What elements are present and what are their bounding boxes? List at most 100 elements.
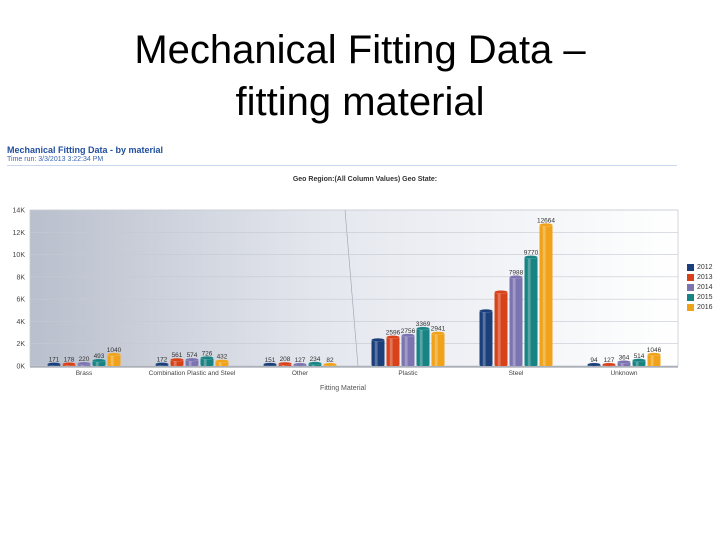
plot-depth-edge (344, 209, 359, 367)
bar-cap (416, 326, 430, 331)
bar (494, 292, 508, 366)
data-label: 2756 (401, 328, 416, 335)
data-label: 726 (202, 350, 213, 357)
bar-highlight (374, 339, 378, 366)
x-tick-label: Combination Plastic and Steel (149, 370, 236, 377)
bar-cap (185, 357, 199, 362)
bar-highlight (512, 276, 516, 366)
data-label: 234 (310, 356, 321, 363)
bar-highlight (110, 354, 114, 366)
report-timestamp: Time run: 3/3/2013 3:22:34 PM (7, 156, 104, 163)
bar-highlight (527, 257, 531, 366)
bar (386, 337, 400, 366)
data-label: 220 (79, 356, 90, 363)
bar-cap (539, 223, 553, 227)
bar-cap (155, 362, 169, 366)
data-label: 171 (49, 357, 60, 364)
bar-highlight (620, 361, 624, 366)
bar-cap (524, 255, 538, 259)
bar-cap (170, 357, 184, 362)
bar-highlight (218, 361, 222, 366)
legend-label: 2014 (697, 283, 713, 291)
plot-background (29, 209, 679, 367)
bar (632, 360, 646, 366)
legend-swatch (687, 273, 694, 281)
legend-label: 2013 (697, 273, 713, 281)
bar-cap (92, 358, 106, 363)
bar-highlight (542, 224, 546, 366)
data-label: 574 (187, 352, 198, 359)
bar-cap (215, 359, 229, 363)
bar-highlight (650, 354, 654, 366)
bar-cap (77, 361, 91, 366)
y-tick-label: 8K (16, 274, 25, 281)
bar-highlight (389, 337, 393, 366)
y-tick-label: 4K (16, 319, 25, 326)
data-label: 127 (295, 357, 306, 364)
legend-swatch (687, 303, 694, 311)
data-label: 208 (280, 356, 291, 363)
bar-highlight (188, 359, 192, 366)
legend-swatch (687, 263, 694, 271)
y-tick-label: 10K (13, 252, 26, 259)
bar (185, 359, 199, 366)
bar-highlight (482, 310, 486, 366)
bar-cap (494, 290, 508, 294)
x-tick-label: Other (292, 370, 309, 377)
report-title: Mechanical Fitting Data - by material (7, 145, 164, 155)
data-label: 1046 (647, 347, 662, 354)
bar-cap (293, 362, 307, 367)
bar-highlight (404, 335, 408, 366)
data-label: 9770 (524, 250, 539, 257)
y-axis: 0K 2K 4K 6K 8K 10K 12K 14K (13, 208, 26, 371)
bar-cap (509, 275, 523, 279)
slide-title-line-2: fitting material (235, 80, 485, 124)
legend-swatch (687, 293, 694, 301)
bar-cap (431, 331, 445, 336)
y-tick-label: 14K (13, 208, 26, 215)
bar-cap (401, 333, 415, 338)
bar (371, 339, 385, 366)
x-axis-title: Fitting Material (320, 385, 366, 392)
data-label: 514 (634, 353, 645, 360)
bar-cap (107, 352, 121, 357)
x-tick-label: Steel (509, 370, 524, 377)
bar (524, 257, 538, 366)
data-label: 2596 (386, 330, 401, 337)
chart-legend: 2012 2013 2014 2015 2016 (687, 262, 713, 312)
bar (416, 328, 430, 366)
x-tick-label: Brass (76, 370, 93, 377)
bar-cap (263, 362, 277, 367)
data-label: 561 (172, 352, 183, 359)
bar-cap (479, 309, 493, 313)
bar-cap (632, 358, 646, 363)
bar (539, 224, 553, 366)
bar-cap (602, 362, 616, 367)
y-tick-label: 0K (16, 364, 25, 371)
data-label: 432 (217, 354, 228, 361)
bar (107, 354, 121, 366)
bar-highlight (95, 360, 99, 366)
data-label: 3369 (416, 321, 431, 328)
bar-highlight (434, 333, 438, 366)
bar-cap (200, 356, 214, 360)
y-tick-label: 12K (13, 230, 26, 237)
bar (431, 333, 445, 366)
data-label: 2941 (431, 326, 446, 333)
legend-item: 2016 (687, 302, 713, 312)
y-tick-label: 2K (16, 341, 25, 348)
data-label: 151 (265, 357, 276, 364)
bar-cap (323, 362, 337, 367)
legend-item: 2012 (687, 262, 713, 272)
x-tick-label: Unknown (610, 370, 637, 377)
data-label: 1040 (107, 347, 122, 354)
bar (401, 335, 415, 366)
data-label: 82 (326, 357, 334, 364)
bar-cap (587, 362, 601, 367)
data-label: 12664 (537, 217, 555, 224)
bar-cap (386, 335, 400, 339)
legend-item: 2014 (687, 282, 713, 292)
data-label: 172 (157, 357, 168, 364)
bar (200, 357, 214, 366)
